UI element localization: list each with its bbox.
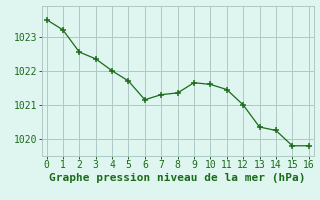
X-axis label: Graphe pression niveau de la mer (hPa): Graphe pression niveau de la mer (hPa) [49,173,306,183]
